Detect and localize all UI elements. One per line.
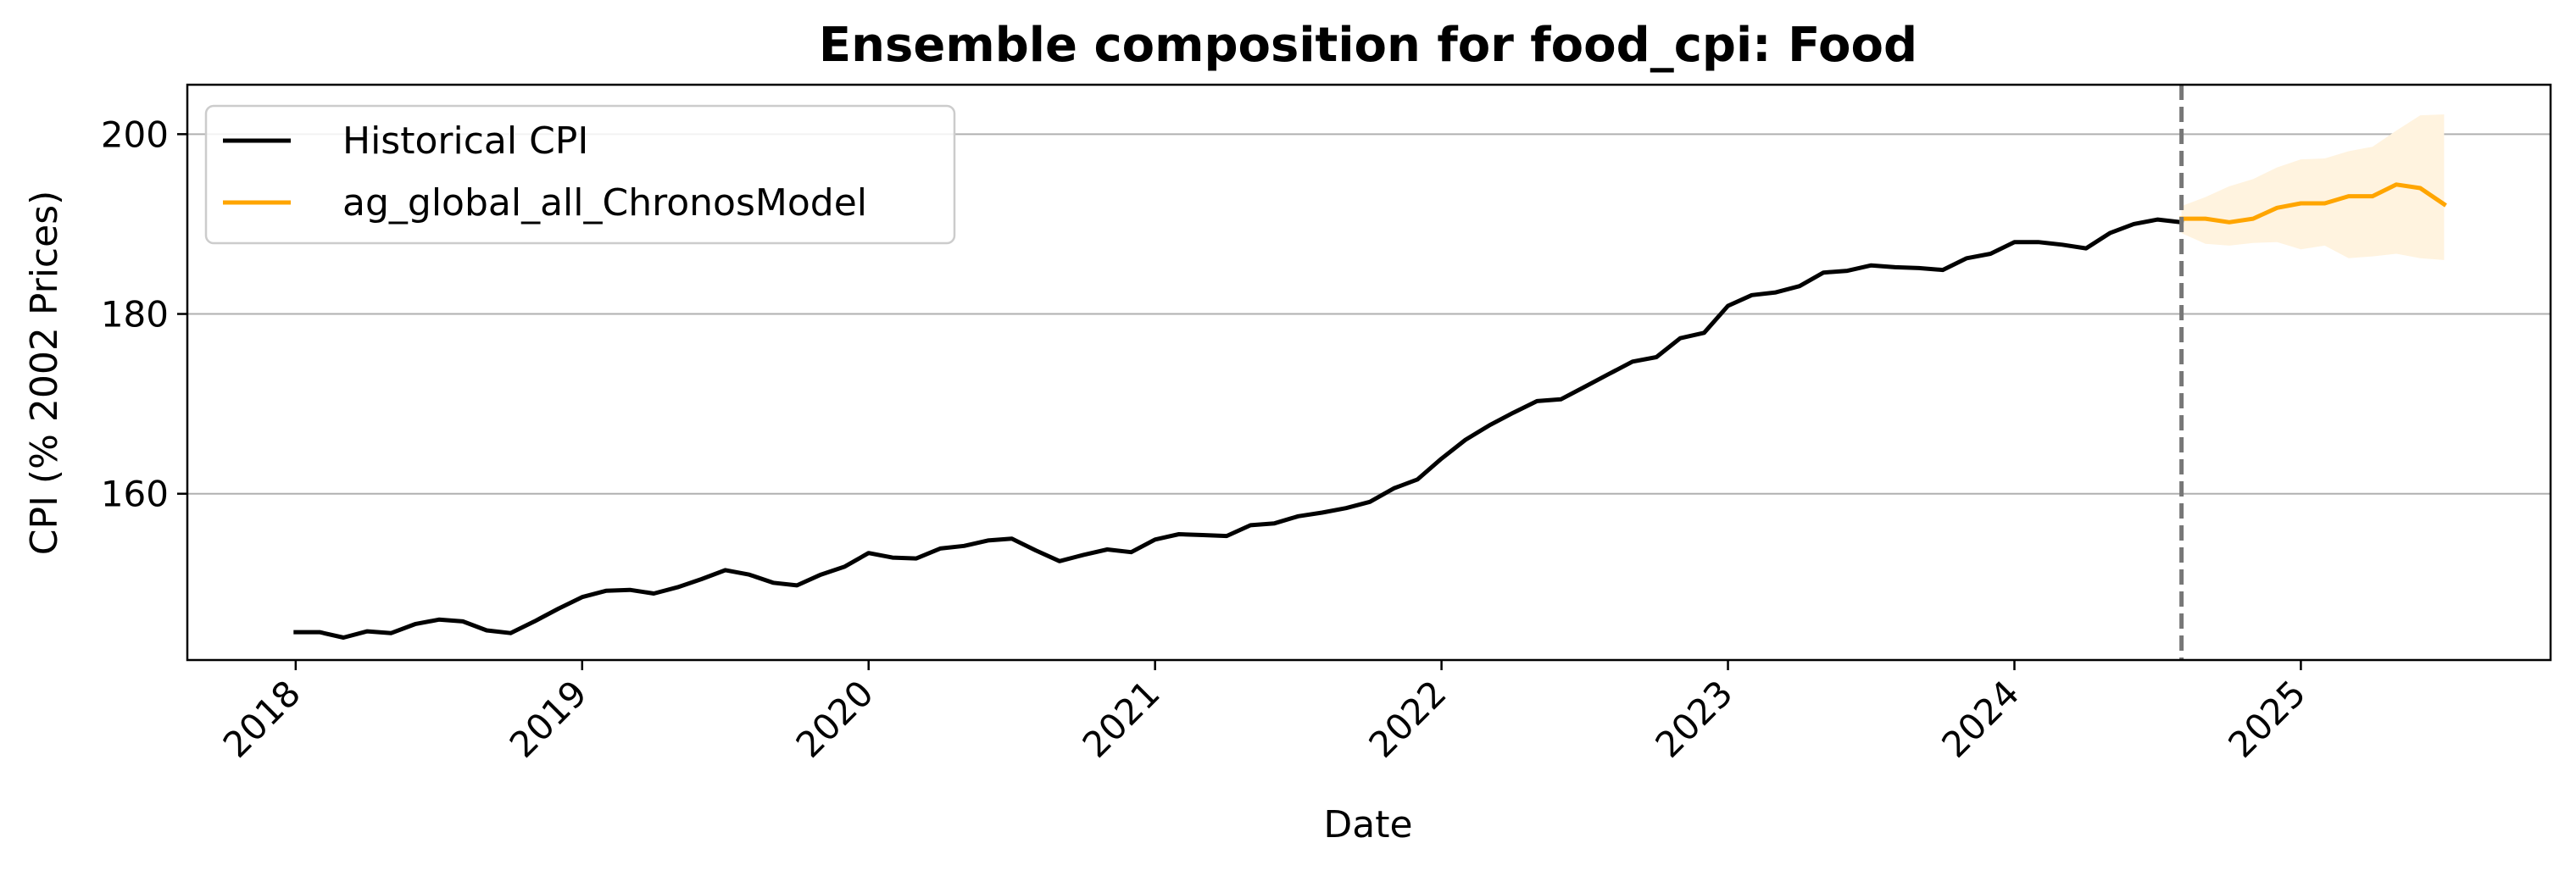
plot-frame [186,83,2552,662]
y-tick-label-200: 200 [101,114,169,155]
series-lines-layer [293,182,2447,640]
forecast-band-layer [2181,114,2445,260]
y-tick-label-180: 180 [101,294,169,336]
y-axis-label: CPI (% 2002 Prices) [23,191,66,556]
chart-title: Ensemble composition for food_cpi: Food [819,18,1917,73]
legend-label-historical: Historical CPI [342,119,588,163]
legend: Historical CPI ag_global_all_ChronosMode… [204,104,956,245]
legend-label-forecast: ag_global_all_ChronosModel [342,181,867,225]
y-tick-label-160: 160 [101,474,169,515]
forecast-confidence-band [2181,114,2445,260]
x-axis-label: Date [1323,803,1412,846]
historical-cpi-line [293,217,2184,640]
y-axis-ticks: 160 180 200 [101,114,187,515]
legend-box [204,104,956,245]
forecast-line [2179,182,2447,225]
